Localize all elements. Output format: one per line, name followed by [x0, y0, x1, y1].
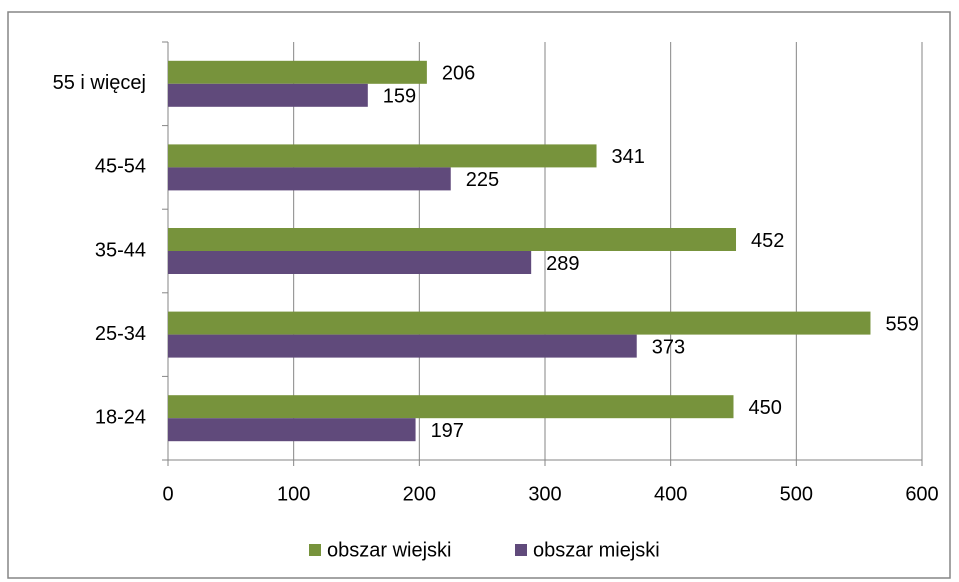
- bar: [168, 334, 637, 358]
- legend-label: obszar wiejski: [327, 539, 451, 561]
- data-label: 450: [749, 397, 782, 419]
- data-label: 452: [751, 230, 784, 252]
- x-tick-label: 100: [277, 483, 310, 505]
- bar: [168, 311, 871, 335]
- y-tick-label: 45-54: [95, 156, 146, 178]
- data-label: 206: [442, 63, 475, 85]
- bar: [168, 251, 532, 274]
- y-tick-label: 18-24: [95, 406, 146, 428]
- x-tick-label: 0: [162, 483, 173, 505]
- bar: [168, 228, 737, 251]
- bar: [168, 60, 427, 84]
- y-tick-label: 35-44: [95, 239, 146, 261]
- x-tick-label: 400: [654, 483, 687, 505]
- bar: [168, 418, 416, 442]
- data-label: 197: [431, 420, 464, 442]
- legend-swatch: [309, 544, 321, 556]
- bar: [168, 167, 451, 191]
- bar: [168, 83, 368, 107]
- data-label: 289: [546, 253, 579, 275]
- legend-swatch: [515, 544, 527, 556]
- data-label: 341: [612, 146, 645, 168]
- bar: [168, 395, 734, 419]
- x-tick-label: 300: [528, 483, 561, 505]
- y-tick-label: 25-34: [95, 323, 146, 345]
- x-tick-label: 200: [403, 483, 436, 505]
- x-tick-label: 600: [905, 483, 938, 505]
- data-label: 159: [383, 86, 416, 108]
- legend-label: obszar miejski: [533, 539, 660, 561]
- y-tick-label: 55 i więcej: [53, 72, 146, 94]
- bar: [168, 144, 597, 168]
- chart-frame: [7, 11, 951, 579]
- x-tick-label: 500: [780, 483, 813, 505]
- data-label: 225: [466, 169, 499, 191]
- data-label: 559: [885, 313, 918, 335]
- data-label: 373: [652, 336, 685, 358]
